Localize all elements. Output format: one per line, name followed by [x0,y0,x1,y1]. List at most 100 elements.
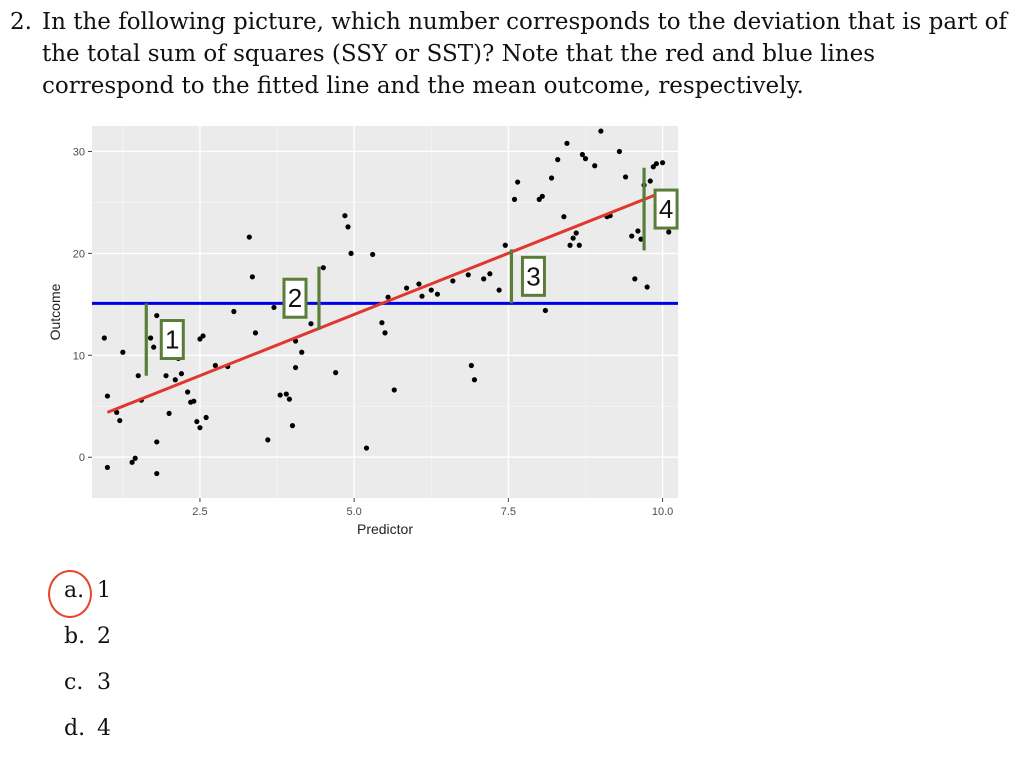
deviation-label: 1 [165,325,179,355]
data-point [632,276,638,282]
deviation-label: 4 [659,194,673,224]
data-point [197,425,203,431]
data-point [308,321,314,327]
data-point [428,287,434,293]
data-point [564,140,570,146]
data-point [191,398,197,404]
data-point [644,284,650,290]
data-point [194,418,200,425]
data-point [576,242,582,248]
option-c[interactable]: c. 3 [64,670,111,695]
data-point [496,287,502,293]
deviation-label-box [282,277,308,319]
data-point [178,371,185,377]
data-point [638,236,644,242]
y-tick-label: 10 [73,350,85,362]
data-point [471,377,478,383]
data-point [265,437,271,443]
data-point [653,161,660,167]
data-point [132,455,138,461]
data-point [120,349,126,355]
x-tick-label: 5.0 [347,506,362,518]
data-point [172,377,178,383]
data-point [163,373,169,379]
data-point [419,293,425,299]
scatter-chart: 2.5 5.0 7.5 10.0 0 10 20 30 Predictor Outcome 1 2 3 4 [47,126,679,537]
data-point [629,233,635,239]
data-point [101,335,107,341]
fitted-line [106,191,661,414]
data-point [370,251,376,258]
option-c-value: 3 [97,670,111,695]
option-b-letter: b. [64,624,86,649]
data-point [582,156,589,162]
y-tick-label: 30 [73,146,85,158]
data-point [450,278,456,284]
data-point [502,242,508,248]
data-point [299,349,305,355]
data-point [185,389,191,395]
data-point [203,414,209,421]
data-point [542,307,548,314]
data-point [166,410,172,417]
data-point [548,175,555,181]
data-point [635,228,641,234]
data-point [154,470,160,477]
data-point [231,308,237,315]
x-tick-label: 7.5 [501,506,516,518]
plot-panel [92,126,678,498]
data-point [379,320,385,326]
data-point [114,409,120,415]
data-point [647,178,653,184]
data-point [622,174,629,180]
option-b-value: 2 [97,624,111,649]
x-axis-label: Predictor [357,521,413,537]
option-b[interactable]: b. 2 [64,624,111,649]
selected-answer-circle [48,570,92,618]
x-tick-label: 10.0 [652,506,673,518]
data-point [567,242,573,248]
data-point [592,163,598,169]
data-point [481,276,487,282]
data-point [382,330,388,336]
data-point [333,370,339,376]
data-point [348,250,354,256]
y-tick-label: 20 [73,248,85,260]
data-point [148,335,154,341]
data-point [465,272,471,278]
data-point [212,362,218,369]
data-point [283,391,289,397]
data-point [666,229,672,235]
data-point [573,230,579,236]
deviation-label: 2 [288,283,302,313]
deviation-label-box [520,255,546,297]
data-point [561,214,567,220]
data-point [616,148,623,155]
data-point [252,330,259,336]
option-d[interactable]: d. 4 [64,716,111,741]
data-point [391,387,397,393]
data-point [434,291,441,297]
data-point [117,417,123,424]
deviation-label-box [653,188,679,230]
deviation-label: 3 [526,261,540,291]
option-a-letter: a. [64,578,85,603]
y-tick-label: 0 [79,452,85,464]
data-point [659,160,666,166]
data-point [289,423,296,429]
option-d-letter: d. [64,716,86,741]
data-point [277,392,283,398]
data-point [249,274,255,280]
y-axis-label: Outcome [47,283,63,340]
data-point [154,439,160,445]
data-point [271,304,277,311]
data-point [570,235,576,241]
question-number: 2. [10,9,32,35]
option-c-letter: c. [64,670,84,695]
data-point [342,213,348,219]
x-tick-label: 2.5 [192,506,207,518]
data-point [200,333,206,339]
data-point [104,393,111,399]
option-a[interactable]: a. 1 [64,578,111,603]
data-point [539,193,545,199]
